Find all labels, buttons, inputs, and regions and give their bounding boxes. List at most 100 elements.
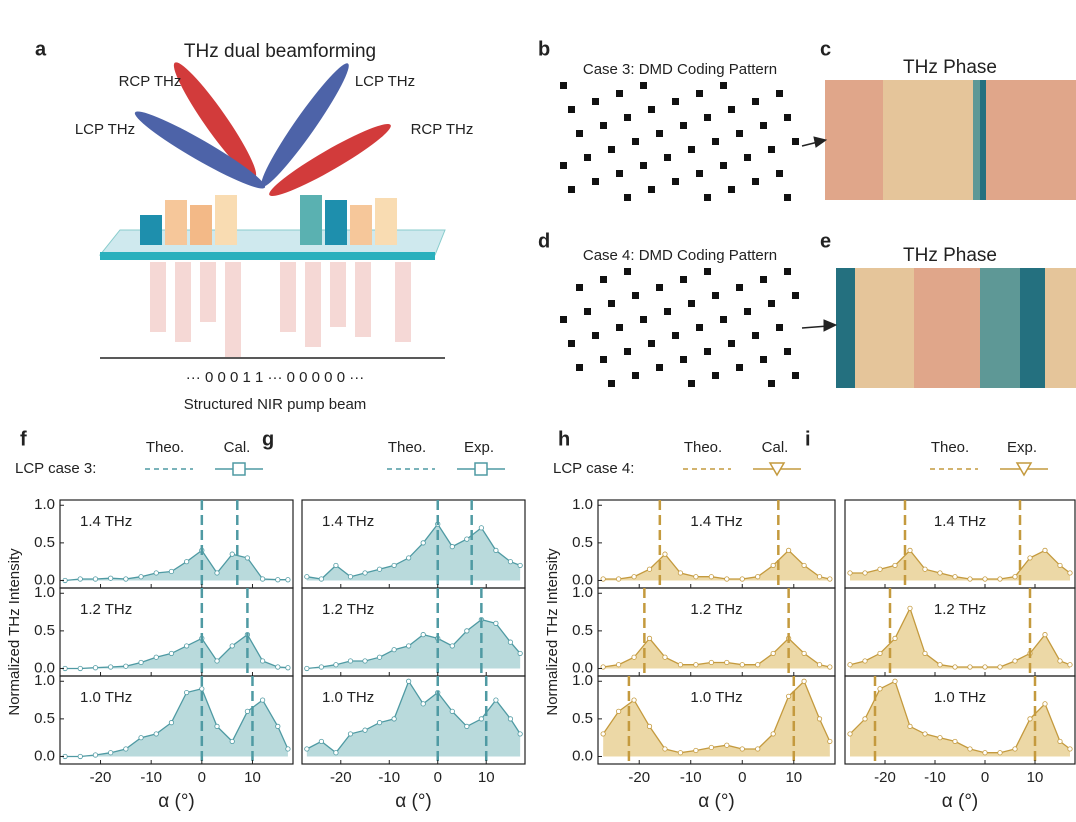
data-point [847,570,853,576]
legend-label: Theo. [931,439,969,456]
legend-label: Exp. [1007,439,1037,456]
data-point [199,686,205,692]
y-tick-label: 0.5 [34,710,55,727]
panel-title: THz Phase [903,245,997,266]
data-point [1012,746,1018,752]
data-point [631,654,637,660]
pixel [560,82,567,89]
data-point [770,562,776,569]
data-point [1012,574,1018,580]
data-point [600,576,606,582]
panel-label: i [805,428,811,450]
data-point [982,576,988,582]
data-point [214,570,220,576]
pixel [792,372,799,379]
legend-marker [232,462,246,476]
data-point [967,664,973,670]
data-point [724,742,730,748]
data-point [677,662,684,668]
pixel [776,170,783,177]
data-point [786,693,792,699]
legend-label: Exp. [464,439,494,456]
data-point [449,708,455,714]
data-point [347,574,354,580]
beam-label: LCP THz [75,121,135,138]
phase-map [836,268,1076,388]
panel-label: a [35,38,47,60]
data-point [420,632,426,638]
y-tick-label: 1.0 [572,584,593,601]
data-point [827,576,833,582]
pixel [576,364,583,371]
panel-label: d [538,230,550,252]
data-point [318,738,324,745]
data-point [333,562,339,569]
data-point [153,570,159,576]
code-sequence: ··· 0 0 0 1 1 ··· 0 0 0 0 0 ··· [186,369,364,386]
data-line [65,633,288,670]
panel-label: g [262,428,274,450]
data-point [406,555,412,561]
x-tick-label: 0 [434,769,442,786]
pixel [728,106,735,113]
pixel [792,138,799,145]
panel-title: Case 3: DMD Coding Pattern [583,61,777,78]
data-point [631,574,637,580]
pixel [720,82,727,89]
data-point [677,570,684,576]
pixel [680,122,687,129]
pixel [704,268,711,275]
data-point [997,576,1003,582]
panel-label: h [558,428,570,450]
pixel [784,348,791,355]
pixel [576,284,583,291]
subplot-frame [59,675,294,765]
data-point [244,555,251,561]
x-tick-label: -10 [378,769,400,786]
data-point [362,727,368,733]
data-point [600,731,606,737]
subplot-frame [597,675,836,765]
pixel [608,146,615,153]
caption: Structured NIR pump beam [184,396,367,413]
data-point [693,662,699,668]
data-point [244,708,251,714]
pixel [560,316,567,323]
data-point [693,747,699,754]
data-point [517,731,523,737]
pixel [752,98,759,105]
data-point [333,662,339,668]
data-line [603,549,830,580]
data-line [306,618,521,670]
beam-label: LCP THz [355,73,415,90]
data-point [229,738,235,745]
pixel [584,308,591,315]
data-point [507,716,514,722]
data-point [376,720,383,726]
legend-marker [474,462,488,476]
data-point [937,570,943,576]
area-fill [850,550,1070,581]
coding-pattern [560,82,799,201]
data-point [391,562,397,569]
pixel [600,356,607,363]
data-point [847,731,853,737]
y-tick-label: 1.0 [34,672,55,689]
pixel [752,178,759,185]
x-tick-label: -20 [628,769,650,786]
data-point [952,574,958,580]
data-point [108,750,114,756]
pixel [784,194,791,201]
pixel [704,348,711,355]
pixel [656,284,663,291]
frequency-label: 1.0 THz [322,689,374,706]
data-point [786,547,792,553]
frequency-label: 1.0 THz [934,689,986,706]
y-tick-label: 1.0 [572,496,593,513]
pump-beams [150,262,411,357]
data-point [1027,716,1033,722]
legend-marker [768,462,786,477]
data-point [362,570,368,576]
pixel [744,154,751,161]
data-point [347,658,354,664]
